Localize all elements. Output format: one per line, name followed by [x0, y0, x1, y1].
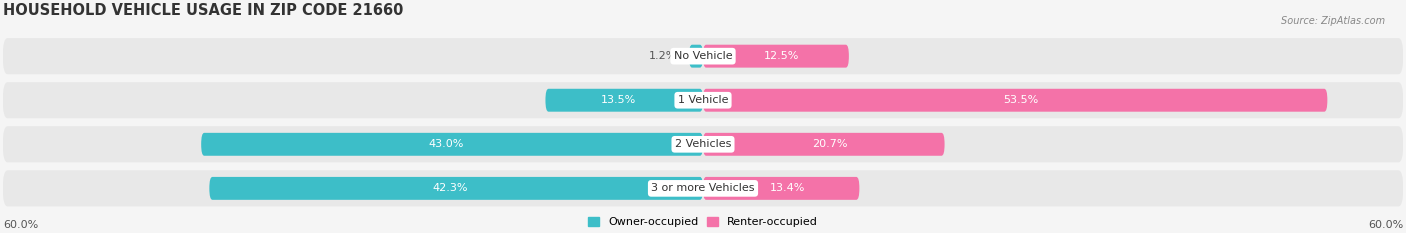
Text: 1.2%: 1.2%	[650, 51, 678, 61]
Text: No Vehicle: No Vehicle	[673, 51, 733, 61]
Text: Source: ZipAtlas.com: Source: ZipAtlas.com	[1281, 16, 1385, 26]
Text: 13.4%: 13.4%	[769, 183, 804, 193]
Text: 20.7%: 20.7%	[811, 139, 848, 149]
FancyBboxPatch shape	[3, 170, 1403, 206]
FancyBboxPatch shape	[689, 45, 703, 68]
Text: 1 Vehicle: 1 Vehicle	[678, 95, 728, 105]
FancyBboxPatch shape	[703, 133, 945, 156]
Text: HOUSEHOLD VEHICLE USAGE IN ZIP CODE 21660: HOUSEHOLD VEHICLE USAGE IN ZIP CODE 2166…	[3, 3, 404, 18]
Text: 42.3%: 42.3%	[433, 183, 468, 193]
Text: 60.0%: 60.0%	[1368, 220, 1403, 230]
Text: 13.5%: 13.5%	[600, 95, 636, 105]
FancyBboxPatch shape	[209, 177, 703, 200]
Text: 2 Vehicles: 2 Vehicles	[675, 139, 731, 149]
FancyBboxPatch shape	[703, 45, 849, 68]
Text: 53.5%: 53.5%	[1004, 95, 1039, 105]
FancyBboxPatch shape	[3, 38, 1403, 74]
Text: 3 or more Vehicles: 3 or more Vehicles	[651, 183, 755, 193]
FancyBboxPatch shape	[546, 89, 703, 112]
Text: 12.5%: 12.5%	[763, 51, 800, 61]
FancyBboxPatch shape	[703, 89, 1327, 112]
FancyBboxPatch shape	[703, 177, 859, 200]
FancyBboxPatch shape	[3, 82, 1403, 118]
Text: 60.0%: 60.0%	[3, 220, 38, 230]
Text: 43.0%: 43.0%	[429, 139, 464, 149]
FancyBboxPatch shape	[201, 133, 703, 156]
FancyBboxPatch shape	[3, 126, 1403, 162]
Legend: Owner-occupied, Renter-occupied: Owner-occupied, Renter-occupied	[583, 212, 823, 232]
